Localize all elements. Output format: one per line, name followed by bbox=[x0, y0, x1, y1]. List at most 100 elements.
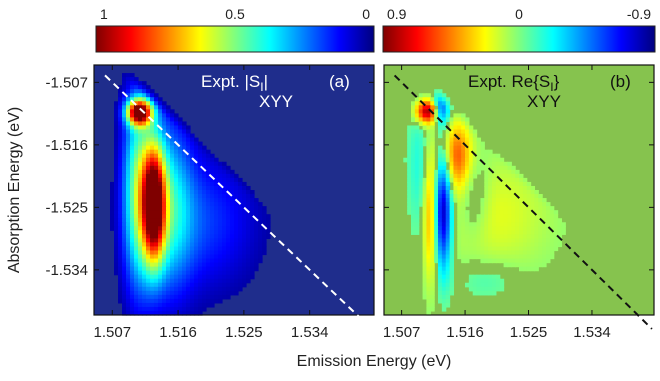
heatmap-cell bbox=[430, 113, 435, 119]
heatmap-cell bbox=[445, 153, 451, 159]
heatmap-cell bbox=[430, 226, 435, 231]
heatmap-cell bbox=[162, 137, 167, 143]
heatmap-cell bbox=[186, 270, 191, 276]
heatmap-cell bbox=[166, 310, 171, 316]
heatmap-cell bbox=[414, 97, 420, 102]
heatmap-cell bbox=[166, 109, 171, 114]
heatmap-cell bbox=[114, 230, 119, 235]
heatmap-cell bbox=[434, 113, 439, 119]
heatmap-cell bbox=[480, 214, 485, 219]
heatmap-cell bbox=[407, 137, 412, 143]
heatmap-cell bbox=[441, 290, 447, 296]
heatmap-cell bbox=[465, 125, 470, 131]
heatmap-cell bbox=[234, 230, 239, 235]
heatmap-cell bbox=[250, 222, 255, 227]
heatmap-cell bbox=[449, 153, 455, 159]
heatmap-cell bbox=[130, 242, 135, 248]
heatmap-cell bbox=[434, 169, 439, 175]
heatmap-cell bbox=[170, 169, 175, 175]
heatmap-cell bbox=[434, 190, 439, 195]
heatmap-cell bbox=[511, 246, 516, 252]
heatmap-cell bbox=[449, 278, 455, 284]
heatmap-cell bbox=[492, 194, 497, 199]
heatmap-cell bbox=[542, 230, 547, 235]
heatmap-cell bbox=[495, 202, 501, 207]
heatmap-cell bbox=[457, 242, 462, 248]
heatmap-cell bbox=[230, 254, 235, 260]
heatmap-cell bbox=[134, 157, 139, 163]
heatmap-cell bbox=[170, 202, 175, 207]
heatmap-cell bbox=[262, 226, 267, 231]
heatmap-cell bbox=[202, 250, 207, 256]
heatmap-cell bbox=[198, 218, 203, 223]
heatmap-cell bbox=[465, 157, 470, 163]
heatmap-cell bbox=[138, 278, 143, 284]
heatmap-cell bbox=[226, 242, 231, 248]
heatmap-cell bbox=[154, 210, 159, 215]
heatmap-cell bbox=[426, 149, 431, 155]
heatmap-cell bbox=[250, 214, 255, 219]
heatmap-cell bbox=[530, 226, 536, 231]
heatmap-cell bbox=[441, 113, 447, 119]
heatmap-cell bbox=[206, 286, 211, 292]
heatmap-cell bbox=[457, 177, 462, 183]
heatmap-cell bbox=[214, 218, 219, 223]
heatmap-cell bbox=[138, 226, 143, 231]
heatmap-cell bbox=[122, 109, 127, 114]
heatmap-cell bbox=[534, 198, 539, 203]
heatmap-cell bbox=[557, 226, 563, 231]
heatmap-cell bbox=[254, 226, 259, 231]
heatmap-cell bbox=[206, 230, 211, 235]
heatmap-cell bbox=[238, 278, 243, 284]
heatmap-cell bbox=[230, 173, 235, 179]
heatmap-cell bbox=[438, 149, 443, 155]
heatmap-cell bbox=[449, 218, 455, 223]
heatmap-cell bbox=[542, 254, 547, 260]
heatmap-cell bbox=[488, 234, 493, 239]
heatmap-cell bbox=[414, 177, 420, 183]
heatmap-cell bbox=[138, 258, 143, 264]
heatmap-cell bbox=[549, 210, 555, 215]
heatmap-cell bbox=[194, 181, 199, 187]
heatmap-cell bbox=[150, 145, 155, 151]
heatmap-cell bbox=[468, 278, 474, 284]
heatmap-cell bbox=[134, 274, 139, 280]
heatmap-cell bbox=[130, 177, 135, 183]
heatmap-cell bbox=[146, 109, 151, 114]
heatmap-cell bbox=[418, 145, 424, 151]
heatmap-cell bbox=[158, 206, 163, 211]
heatmap-cell bbox=[218, 165, 223, 171]
heatmap-cell bbox=[138, 161, 143, 167]
heatmap-cell bbox=[530, 254, 536, 260]
heatmap-cell bbox=[476, 254, 482, 260]
heatmap-cell bbox=[190, 238, 195, 244]
heatmap-cell bbox=[162, 286, 167, 292]
heatmap-cell bbox=[414, 198, 420, 203]
heatmap-cell bbox=[198, 250, 203, 256]
heatmap-cell bbox=[206, 234, 211, 239]
heatmap-cell bbox=[453, 113, 458, 119]
heatmap-cell bbox=[495, 161, 501, 167]
heatmap-cell bbox=[178, 125, 183, 131]
heatmap-cell bbox=[154, 254, 159, 260]
heatmap-cell bbox=[126, 210, 131, 215]
heatmap-cell bbox=[162, 302, 167, 308]
heatmap-cell bbox=[214, 157, 219, 163]
heatmap-cell bbox=[130, 89, 135, 94]
heatmap-cell bbox=[222, 258, 227, 264]
heatmap-cell bbox=[122, 125, 127, 131]
heatmap-cell bbox=[522, 214, 528, 219]
heatmap-cell bbox=[480, 141, 485, 147]
heatmap-cell bbox=[194, 198, 199, 203]
heatmap-cell bbox=[122, 165, 127, 171]
heatmap-cell bbox=[170, 185, 175, 191]
heatmap-cell bbox=[488, 202, 493, 207]
heatmap-cell bbox=[170, 210, 175, 215]
heatmap-cell bbox=[174, 125, 179, 131]
heatmap-cell bbox=[182, 298, 187, 304]
heatmap-cell bbox=[438, 214, 443, 219]
heatmap-cell bbox=[130, 117, 135, 123]
heatmap-cell bbox=[138, 298, 143, 304]
heatmap-cell bbox=[178, 181, 183, 187]
heatmap-cell bbox=[449, 270, 455, 276]
